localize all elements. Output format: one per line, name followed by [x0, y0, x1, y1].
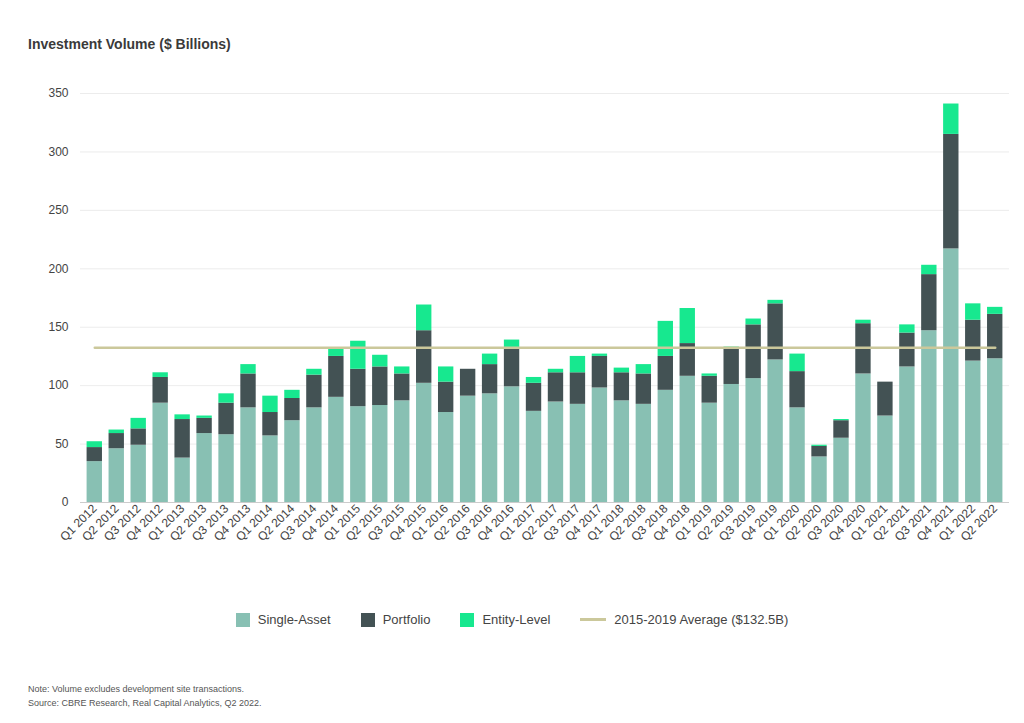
svg-text:Q1 2021: Q1 2021 — [847, 501, 891, 544]
html-text:Investment Volume ($ Billions): Investment Volume ($ Billions) — [28, 36, 231, 52]
svg-text:200: 200 — [48, 262, 68, 276]
html-text:Portfolio: Portfolio — [382, 612, 431, 627]
svg-text:Q2 2020: Q2 2020 — [781, 501, 825, 544]
svg-text:Q4 2016: Q4 2016 — [474, 501, 517, 544]
svg-text:Q1 2018: Q1 2018 — [584, 501, 627, 544]
svg-text:Q1 2013: Q1 2013 — [145, 501, 188, 544]
svg-text:Q3 2013: Q3 2013 — [188, 501, 232, 544]
svg-text:Q4 2013: Q4 2013 — [210, 501, 254, 544]
svg-text:Q2 2015: Q2 2015 — [342, 501, 386, 544]
svg-text:Q4 2018: Q4 2018 — [650, 501, 693, 544]
svg-text:Q4 2021: Q4 2021 — [913, 501, 957, 544]
svg-text:Q1 2022: Q1 2022 — [935, 501, 979, 544]
svg-text:Q4 2017: Q4 2017 — [562, 501, 605, 544]
svg-text:150: 150 — [48, 320, 68, 334]
svg-text:Q3 2018: Q3 2018 — [628, 501, 671, 544]
svg-text:Q1 2016: Q1 2016 — [408, 501, 451, 544]
svg-text:Q2 2012: Q2 2012 — [79, 501, 122, 544]
svg-text:Q2 2021: Q2 2021 — [869, 501, 913, 544]
svg-text:Q3 2015: Q3 2015 — [364, 501, 408, 544]
svg-text:Q1 2015: Q1 2015 — [320, 501, 364, 544]
html-text:Source: CBRE Research, Real Ca: Source: CBRE Research, Real Capital Anal… — [28, 698, 262, 708]
svg-text:100: 100 — [48, 378, 68, 392]
svg-text:50: 50 — [55, 437, 69, 451]
svg-text:350: 350 — [48, 86, 68, 100]
svg-text:Q1 2012: Q1 2012 — [57, 501, 100, 544]
svg-text:Q2 2014: Q2 2014 — [254, 501, 298, 544]
html-text:2015-2019 Average ($132.5B): 2015-2019 Average ($132.5B) — [614, 612, 789, 627]
svg-text:Q2 2013: Q2 2013 — [167, 501, 210, 544]
svg-text:Q1 2017: Q1 2017 — [496, 501, 539, 544]
svg-text:Q1 2014: Q1 2014 — [232, 501, 276, 544]
svg-text:300: 300 — [48, 145, 68, 159]
svg-text:Q3 2021: Q3 2021 — [891, 501, 935, 544]
svg-text:Q2 2017: Q2 2017 — [518, 501, 561, 544]
svg-text:Q3 2017: Q3 2017 — [540, 501, 583, 544]
html-text:Entity-Level: Entity-Level — [482, 612, 551, 627]
html-text:Single-Asset: Single-Asset — [257, 612, 331, 627]
svg-text:Q3 2014: Q3 2014 — [276, 501, 320, 544]
svg-text:Q3 2012: Q3 2012 — [101, 501, 144, 544]
svg-text:Q2 2016: Q2 2016 — [430, 501, 473, 544]
svg-text:250: 250 — [48, 203, 68, 217]
svg-text:Q4 2012: Q4 2012 — [123, 501, 166, 544]
svg-text:0: 0 — [62, 495, 69, 509]
svg-text:Q3 2016: Q3 2016 — [452, 501, 495, 544]
svg-text:Q4 2015: Q4 2015 — [386, 501, 429, 544]
svg-text:Q1 2020: Q1 2020 — [759, 501, 803, 544]
svg-text:Q4 2019: Q4 2019 — [738, 501, 781, 544]
svg-text:Q4 2014: Q4 2014 — [298, 501, 342, 544]
svg-text:Q3 2019: Q3 2019 — [716, 501, 759, 544]
svg-text:Q2 2018: Q2 2018 — [606, 501, 649, 544]
svg-text:Q2 2022: Q2 2022 — [958, 501, 1001, 544]
svg-text:Q3 2020: Q3 2020 — [803, 501, 847, 544]
svg-text:Q4 2020: Q4 2020 — [825, 501, 869, 544]
html-text:Note: Volume excludes developm: Note: Volume excludes development site t… — [28, 684, 245, 694]
svg-text:Q2 2019: Q2 2019 — [694, 501, 737, 544]
svg-text:Q1 2019: Q1 2019 — [672, 501, 715, 544]
